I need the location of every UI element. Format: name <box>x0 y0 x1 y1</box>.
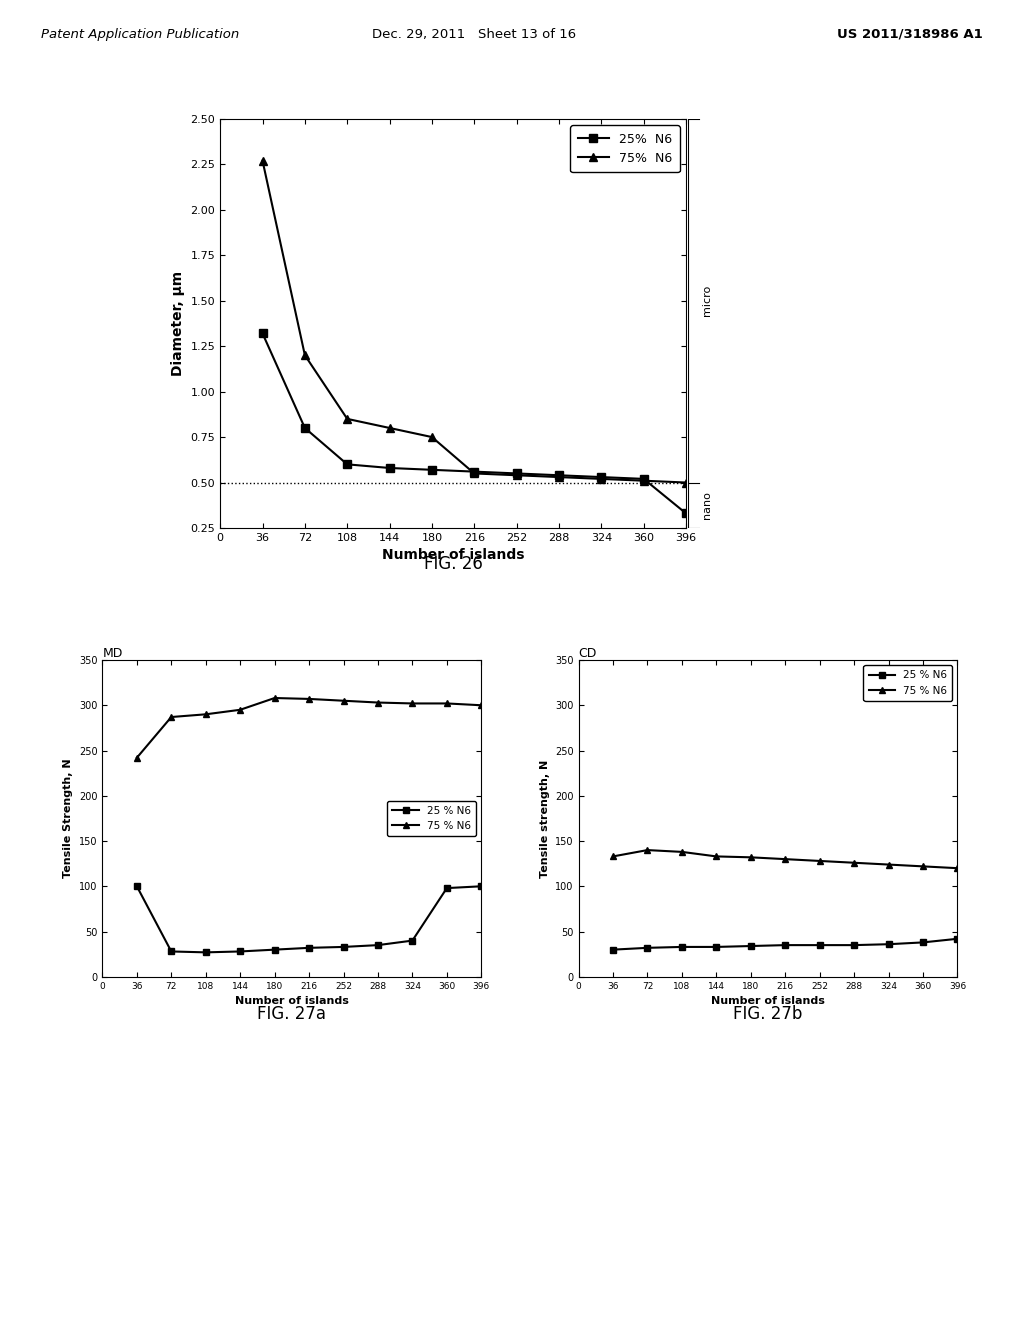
Legend: 25%  N6, 75%  N6: 25% N6, 75% N6 <box>570 125 680 173</box>
Y-axis label: Tensile strength, N: Tensile strength, N <box>540 759 550 878</box>
X-axis label: Number of islands: Number of islands <box>711 997 825 1006</box>
Text: nano: nano <box>702 491 713 519</box>
Text: Patent Application Publication: Patent Application Publication <box>41 28 240 41</box>
X-axis label: Number of islands: Number of islands <box>234 997 349 1006</box>
Legend: 25 % N6, 75 % N6: 25 % N6, 75 % N6 <box>387 801 476 836</box>
Text: MD: MD <box>102 647 123 660</box>
Text: CD: CD <box>579 647 597 660</box>
Text: FIG. 27a: FIG. 27a <box>257 1005 327 1023</box>
Y-axis label: Diameter, μm: Diameter, μm <box>171 271 185 376</box>
Text: FIG. 27b: FIG. 27b <box>733 1005 803 1023</box>
X-axis label: Number of islands: Number of islands <box>382 548 524 562</box>
Text: Dec. 29, 2011   Sheet 13 of 16: Dec. 29, 2011 Sheet 13 of 16 <box>373 28 577 41</box>
Y-axis label: Tensile Strength, N: Tensile Strength, N <box>63 759 74 878</box>
Legend: 25 % N6, 75 % N6: 25 % N6, 75 % N6 <box>863 665 952 701</box>
Text: micro: micro <box>702 285 713 317</box>
Text: US 2011/318986 A1: US 2011/318986 A1 <box>838 28 983 41</box>
Text: FIG. 26: FIG. 26 <box>424 554 483 573</box>
